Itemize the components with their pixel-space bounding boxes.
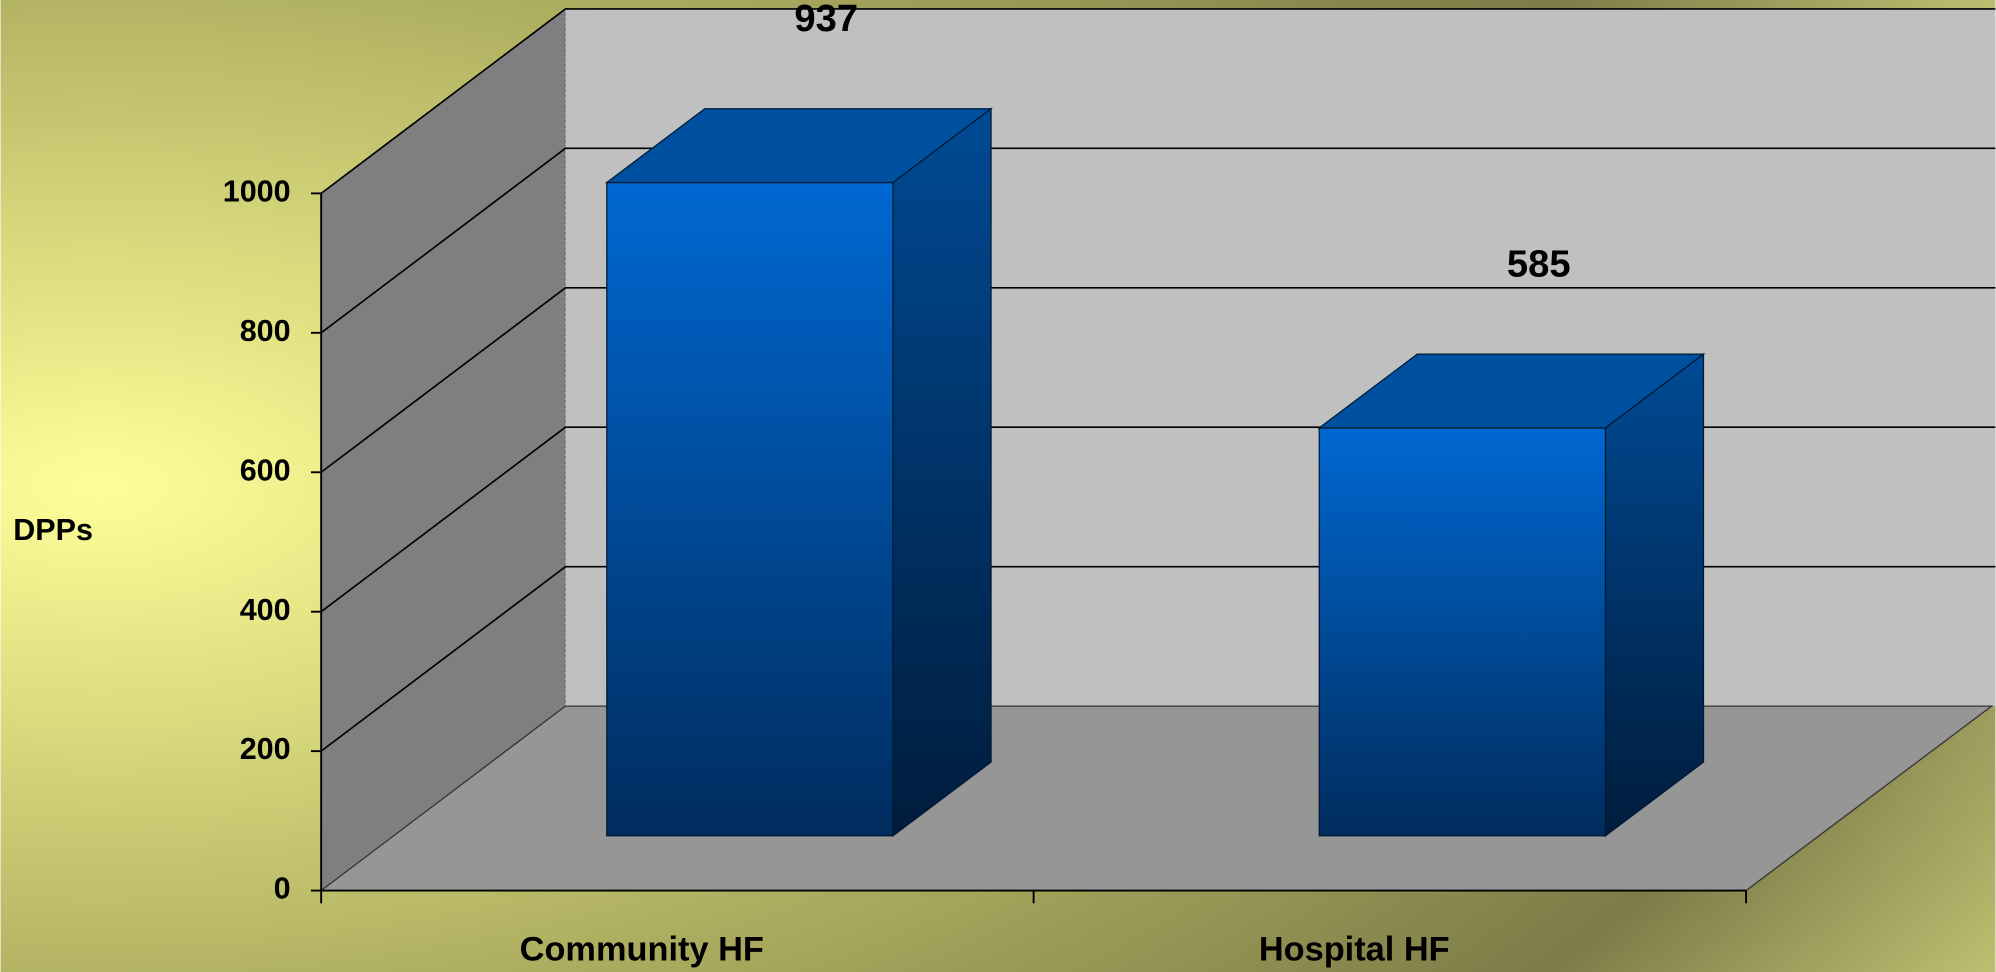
bar-front [1318,427,1607,837]
y-tick-label: 200 [240,732,291,766]
y-tick-label: 800 [240,314,291,348]
bar [604,107,993,838]
data-label: 585 [1507,243,1571,286]
bar-side [1604,352,1705,838]
bar-side [892,107,992,838]
y-tick-label: 1000 [223,174,291,208]
x-tick-label: Hospital HF [1259,931,1450,969]
y-axis-label: DPPs [13,513,93,547]
grid-line [320,147,1996,334]
grid-line [320,8,1996,195]
floor [319,705,1994,892]
y-tick-label: 400 [240,593,291,627]
bar [1317,352,1706,838]
bar-front [606,181,894,837]
x-tick-label: Community HF [520,931,764,969]
data-label: 937 [794,0,858,40]
grid-line [320,286,1996,473]
y-tick-label: 600 [240,453,291,487]
y-tick-label: 0 [274,872,291,906]
